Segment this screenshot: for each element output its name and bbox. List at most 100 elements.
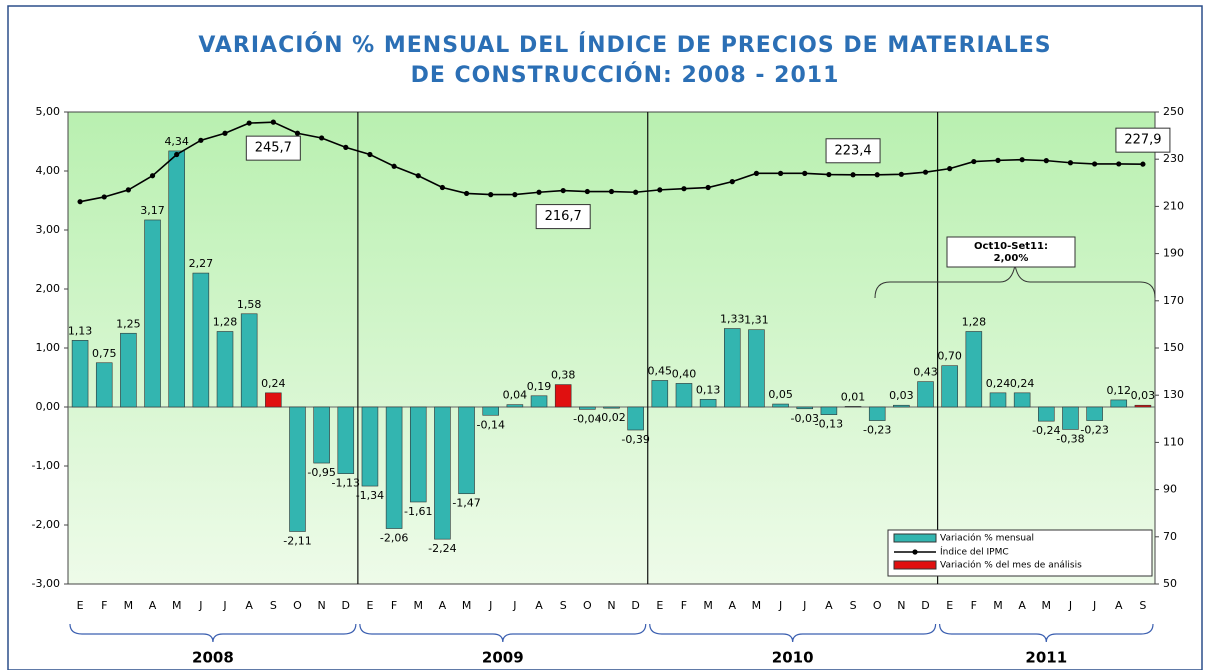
- year-brace: [69, 623, 357, 643]
- data-label: 1,58: [237, 298, 262, 311]
- x-tick-label: J: [1092, 599, 1096, 612]
- x-tick-label: J: [488, 599, 492, 612]
- data-label: 1,33: [720, 313, 745, 326]
- x-tick-label: E: [77, 599, 84, 612]
- line-point: [343, 144, 349, 150]
- bar: [917, 381, 934, 408]
- data-label: 4,34: [164, 135, 189, 148]
- line-point: [149, 173, 156, 179]
- data-label: -0,14: [476, 418, 504, 431]
- x-tick-label: A: [1018, 599, 1026, 612]
- y2-tick-label: 90: [1163, 483, 1177, 496]
- bar: [1062, 406, 1079, 430]
- y2-tick-label: 230: [1163, 152, 1184, 165]
- y2-tick-label: 130: [1163, 388, 1184, 401]
- data-label: 0,03: [1131, 389, 1156, 402]
- bar: [458, 406, 475, 495]
- x-tick-label: A: [535, 599, 543, 612]
- data-label: -0,13: [815, 418, 843, 431]
- line-point: [657, 187, 663, 193]
- x-tick-label: F: [391, 599, 397, 612]
- x-tick-label: N: [607, 599, 615, 612]
- line-point: [971, 158, 977, 165]
- line-label: 245,7: [255, 141, 292, 156]
- line-point: [1092, 161, 1098, 167]
- bar: [482, 406, 499, 416]
- data-label: 1,25: [116, 317, 141, 330]
- line-point: [77, 199, 83, 205]
- line-point: [198, 137, 204, 143]
- data-label: 1,28: [213, 315, 238, 328]
- data-label: 0,05: [768, 388, 793, 401]
- x-tick-label: A: [729, 599, 737, 612]
- bar: [699, 399, 717, 408]
- line-point: [512, 192, 518, 198]
- line-point: [584, 188, 590, 195]
- x-tick-label: A: [1115, 599, 1123, 612]
- line-point: [1043, 158, 1049, 164]
- bar: [506, 404, 524, 408]
- data-label: 1,28: [962, 315, 987, 328]
- data-label: 0,40: [672, 367, 697, 380]
- line-point: [753, 170, 760, 176]
- y-tick-label: 2,00: [36, 282, 61, 295]
- bar: [385, 406, 403, 529]
- line-point: [367, 151, 373, 158]
- bar: [361, 406, 379, 487]
- line-point: [922, 169, 929, 175]
- y2-tick-label: 250: [1163, 105, 1184, 118]
- line-point: [415, 173, 421, 179]
- bar: [168, 150, 185, 408]
- legend-swatch: [912, 549, 918, 555]
- bar: [313, 406, 330, 464]
- x-tick-label: F: [681, 599, 687, 612]
- bar: [289, 406, 306, 532]
- x-tick-label: A: [245, 599, 253, 612]
- data-label: -0,23: [1080, 424, 1108, 437]
- x-tick-label: D: [342, 599, 350, 612]
- x-tick-label: J: [778, 599, 782, 612]
- bar: [1013, 392, 1031, 408]
- label-box: [825, 138, 881, 164]
- line-point: [633, 189, 639, 195]
- x-tick-label: O: [583, 599, 592, 612]
- line-point: [536, 189, 542, 195]
- data-label: 0,13: [696, 383, 721, 396]
- bar: [192, 272, 210, 408]
- chart-title: VARIACIÓN % MENSUAL DEL ÍNDICE DE PRECIO…: [198, 32, 1051, 58]
- bar: [941, 365, 958, 408]
- bar: [724, 328, 741, 408]
- y-tick-label: -3,00: [32, 577, 60, 590]
- x-tick-label: F: [101, 599, 107, 612]
- line-label: 216,7: [545, 209, 582, 224]
- bar: [796, 406, 814, 410]
- bar: [675, 383, 693, 408]
- data-label: -1,61: [404, 505, 432, 518]
- annotation: Oct10-Set11:: [974, 241, 1048, 252]
- year-label: 2009: [482, 649, 524, 667]
- legend-swatch: [893, 533, 937, 543]
- bar: [748, 329, 765, 408]
- year-brace: [359, 623, 647, 643]
- legend-swatch: [893, 560, 937, 570]
- bar: [337, 406, 355, 474]
- x-tick-label: E: [366, 599, 373, 612]
- y2-tick-label: 110: [1163, 435, 1184, 448]
- x-tick-label: J: [512, 599, 516, 612]
- data-label: -2,06: [380, 532, 408, 545]
- legend-label: Variación % mensual: [940, 533, 1034, 544]
- bar: [868, 406, 886, 421]
- bar: [579, 406, 596, 410]
- line-point: [802, 170, 808, 176]
- x-tick-label: A: [149, 599, 157, 612]
- x-tick-label: J: [1068, 599, 1072, 612]
- year-brace: [649, 623, 937, 643]
- x-tick-label: S: [560, 599, 567, 612]
- y-tick-label: 3,00: [36, 223, 61, 236]
- bar: [603, 406, 620, 409]
- line-point: [294, 130, 301, 136]
- data-label: -0,39: [621, 433, 649, 446]
- bar: [554, 384, 572, 408]
- annotation: 2,00%: [994, 253, 1029, 264]
- x-tick-label: M: [993, 599, 1003, 612]
